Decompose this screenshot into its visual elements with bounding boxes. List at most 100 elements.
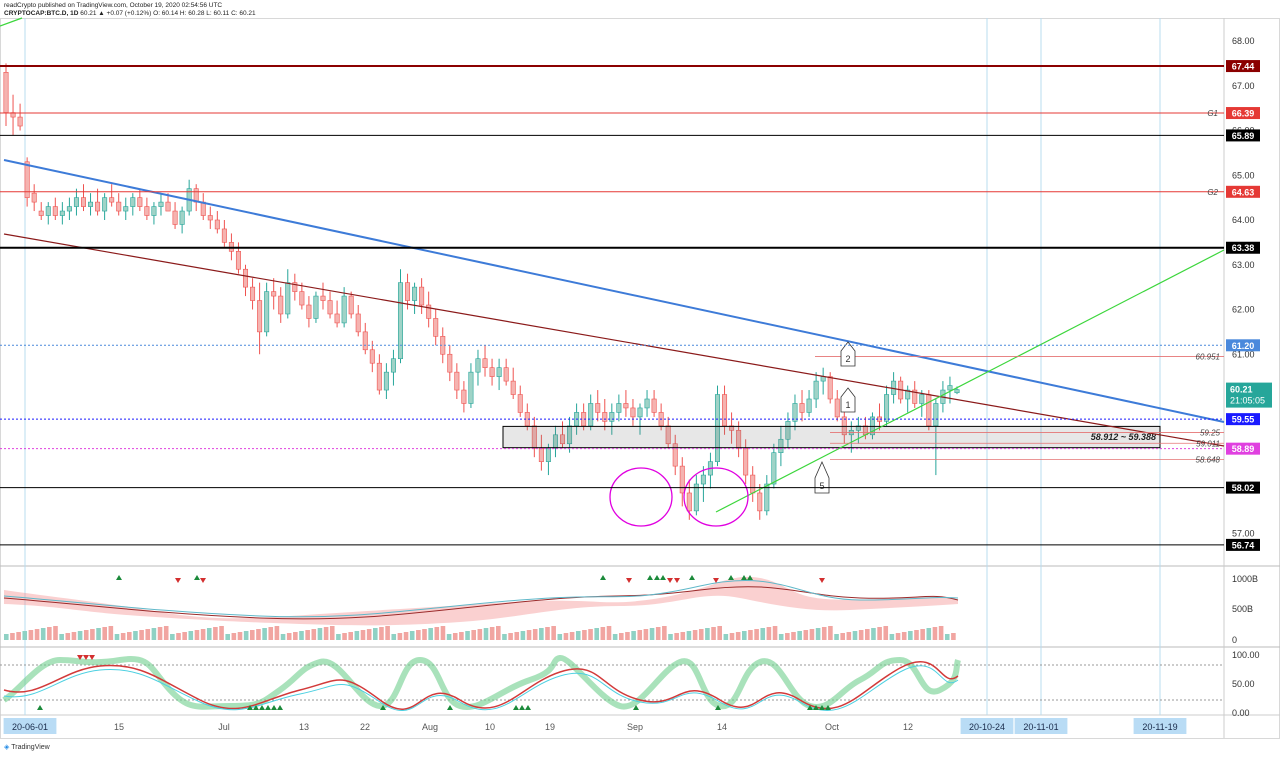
symbol-line: CRYPTOCAP:BTC.D, 1D 60.21 ▲ +0.07 (+0.12… (4, 10, 256, 17)
candle-body (884, 394, 890, 422)
price-tag-text: 65.89 (1232, 131, 1255, 141)
volume-bar (4, 634, 9, 640)
last-price-box (1226, 382, 1272, 408)
signal-arrow (626, 578, 632, 583)
indicator-panes: 1000B 500B 0 100.00 50.00 0.00 (0, 574, 1260, 718)
candle-body (3, 72, 9, 113)
candle (397, 269, 403, 364)
volume-bar (588, 629, 593, 640)
volume-bar (662, 626, 667, 640)
volume-bar (840, 633, 845, 640)
volume-bar (600, 627, 606, 640)
volume-bar (293, 632, 298, 640)
candle-body (531, 425, 537, 449)
price-tag-box (1226, 413, 1260, 426)
volume-bar (96, 628, 101, 640)
callout-shape (840, 341, 856, 367)
candle (447, 345, 453, 382)
candle (362, 322, 368, 355)
candle-body (771, 452, 777, 485)
candle-body (834, 398, 840, 418)
candle-body (45, 206, 51, 216)
volume-bar (674, 633, 679, 640)
price-tag-box (1226, 442, 1260, 455)
candle (489, 358, 495, 386)
price-tag-text: 58.89 (1232, 444, 1255, 454)
signal-arrow (194, 575, 200, 580)
callout-shape (814, 461, 830, 494)
candle (496, 358, 502, 391)
candle-body (88, 201, 94, 207)
candle-body (80, 197, 86, 207)
candle-body (806, 398, 812, 413)
time-label-box (3, 718, 57, 734)
volume-bar (483, 628, 489, 640)
candle (45, 202, 51, 225)
candle-body (595, 403, 601, 413)
candle-body (693, 483, 699, 512)
volume-bar (852, 631, 858, 640)
time-tick-label: 20-10-24 (969, 722, 1005, 732)
volume-bar (231, 633, 237, 640)
volume-bar (409, 631, 415, 640)
volume-bar (336, 634, 341, 640)
volume-bar (821, 627, 827, 640)
volume-bar (569, 632, 575, 640)
candle (806, 390, 812, 417)
level-price-tag: 63.38 (1226, 241, 1260, 254)
candle (560, 421, 566, 449)
candle (433, 309, 439, 346)
candle (919, 390, 925, 417)
volume-bar (434, 627, 440, 640)
candle-body (320, 295, 326, 301)
candle (313, 291, 319, 323)
candle-body (334, 313, 340, 324)
volume-bar (532, 629, 538, 640)
signal-arrow (175, 578, 181, 583)
level-price-tag: 61.20 (1226, 339, 1260, 352)
stoch-axis-label: 0.00 (1232, 708, 1250, 718)
volume-bar (188, 631, 194, 640)
volume-bar (637, 630, 643, 640)
time-tick-label: 13 (299, 722, 309, 732)
cloud-line (3, 586, 959, 620)
signal-arrow (447, 705, 453, 710)
candle (884, 385, 890, 426)
volume-bar (299, 631, 304, 640)
candle-body (517, 394, 523, 413)
volume-bar (329, 626, 335, 640)
signal-arrow (667, 578, 673, 583)
candle (59, 202, 65, 225)
signal-arrow (660, 575, 666, 580)
volume-bar (520, 631, 526, 640)
candle-body (52, 206, 58, 216)
candle-body (750, 474, 756, 494)
signal-arrow (277, 705, 283, 710)
candle-body (243, 268, 249, 288)
time-tick-label: 19 (545, 722, 555, 732)
level-price-tag: 56.74 (1226, 538, 1260, 551)
level-tag: G2 (1207, 188, 1218, 197)
volume-bar (797, 631, 802, 640)
volume-bar (551, 626, 556, 640)
volume-bar (545, 627, 550, 640)
candle-body (250, 286, 256, 301)
price-tag-text: 64.63 (1232, 187, 1255, 197)
price-tag-box (1226, 107, 1260, 120)
volume-bar (391, 634, 397, 640)
candle-body (954, 389, 960, 394)
candle (285, 269, 291, 319)
signal-arrow (116, 575, 122, 580)
candle (95, 188, 101, 216)
candle-body (616, 403, 622, 413)
volume-bar (403, 632, 409, 640)
signal-arrow (259, 705, 265, 710)
candle-body (221, 228, 227, 243)
candle-body (912, 389, 918, 404)
candle-body (165, 201, 171, 212)
candle-body (383, 371, 389, 391)
time-label-box (1133, 718, 1187, 734)
volume-bar (649, 628, 655, 640)
